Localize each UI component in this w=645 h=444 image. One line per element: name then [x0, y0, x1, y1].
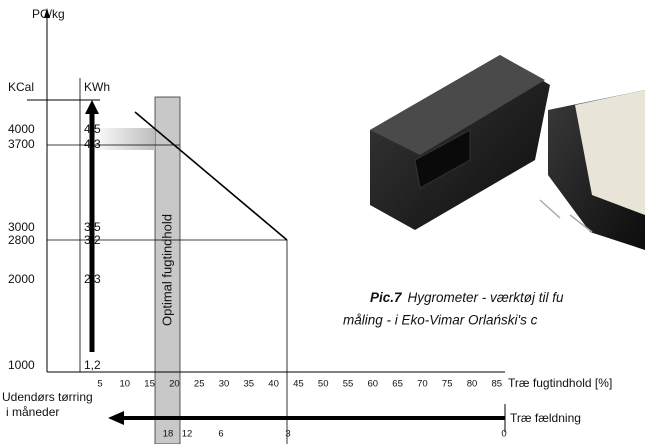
- kcal-value: 2000: [8, 272, 35, 286]
- kcal-value: 2800: [8, 233, 35, 247]
- kcal-value: 1000: [8, 358, 35, 372]
- x-tick-label: 80: [467, 379, 478, 390]
- bottom-label: i måneder: [6, 405, 59, 419]
- kcal-value: 4000: [8, 122, 35, 136]
- kwh-value: 4,5: [84, 122, 101, 136]
- kcal-header: KCal: [8, 80, 34, 94]
- caption-line: måling - i Eko-Vimar Orlański's c: [343, 313, 538, 328]
- month-label: 12: [182, 429, 193, 440]
- x-tick-label: 5: [97, 379, 102, 390]
- y-axis-label: PC/kg: [32, 7, 65, 21]
- up-arrowhead: [85, 100, 99, 114]
- photo: [370, 55, 645, 250]
- x-tick-label: 75: [442, 379, 453, 390]
- value-band: [92, 128, 155, 150]
- x-tick-label: 40: [268, 379, 279, 390]
- x-tick-label: 45: [293, 379, 304, 390]
- x-tick-label: 55: [343, 379, 354, 390]
- kwh-value: 1,2: [84, 358, 101, 372]
- kcal-value: 3700: [8, 137, 35, 151]
- x-axis-label: Træ fugtindhold [%]: [508, 376, 612, 390]
- felling-label: Træ fældning: [510, 411, 581, 425]
- bottom-label: Udendørs tørring: [2, 390, 93, 404]
- kwh-value: 3,2: [84, 233, 101, 247]
- band-label: Optimal fugtindhold: [159, 214, 174, 326]
- kwh-value: 4,3: [84, 137, 101, 151]
- kwh-value: 2,3: [84, 272, 101, 286]
- x-tick-label: 65: [392, 379, 403, 390]
- month-label: 0: [501, 429, 506, 440]
- time-arrowhead: [108, 411, 124, 425]
- x-tick-label: 25: [194, 379, 205, 390]
- page: Optimal fugtindhold PC/kg KCal KWh Træ f…: [0, 0, 645, 444]
- caption-label: Pic.7: [370, 290, 403, 305]
- x-tick-label: 30: [219, 379, 230, 390]
- x-tick-label: 60: [368, 379, 379, 390]
- month-label: 3: [285, 429, 290, 440]
- caption: Pic.7 Hygrometer - værktøj til fu: [370, 290, 564, 305]
- x-tick-label: 85: [492, 379, 503, 390]
- x-tick-label: 15: [144, 379, 155, 390]
- caption-line: Hygrometer - værktøj til fu: [408, 290, 565, 305]
- x-tick-label: 20: [169, 379, 180, 390]
- kwh-value: 3,5: [84, 220, 101, 234]
- month-label: 18: [163, 429, 174, 440]
- kwh-header: KWh: [84, 80, 110, 94]
- x-tick-label: 50: [318, 379, 329, 390]
- kcal-value: 3000: [8, 220, 35, 234]
- x-tick-label: 10: [120, 379, 131, 390]
- x-tick-label: 35: [244, 379, 255, 390]
- month-label: 6: [218, 429, 223, 440]
- x-tick-label: 70: [417, 379, 428, 390]
